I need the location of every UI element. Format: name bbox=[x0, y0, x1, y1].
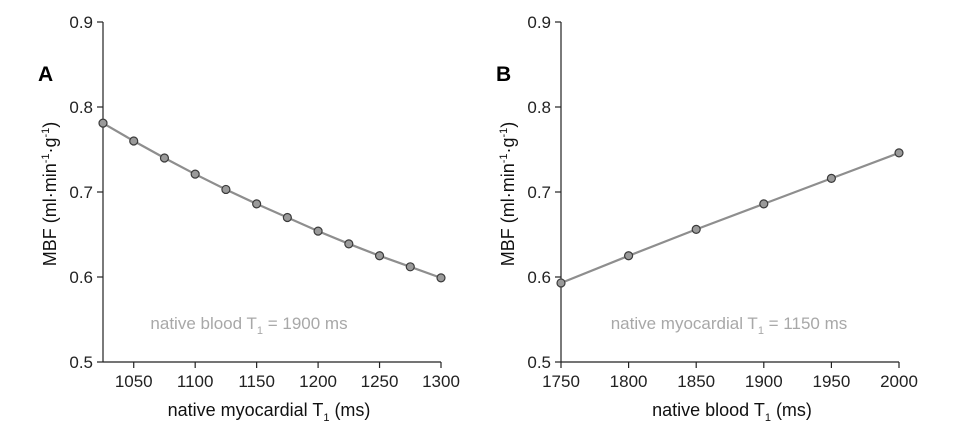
panel-b-y-tick-label: 0.6 bbox=[527, 268, 551, 287]
panel-a-y-axis: 0.5 0.6 0.7 0.8 0.9 bbox=[69, 13, 104, 372]
panel-a-y-tick-label: 0.9 bbox=[69, 13, 93, 32]
panel-b-y-tick-label: 0.7 bbox=[527, 183, 551, 202]
panel-a-data-point bbox=[282, 212, 292, 223]
panel-b-y-axis: 0.5 0.6 0.7 0.8 0.9 bbox=[527, 13, 562, 372]
panel-a-y-tick-label: 0.6 bbox=[69, 268, 93, 287]
panel-a-data-point bbox=[159, 153, 170, 163]
panel-a-chart: A 0.5 0.6 0.7 0.8 0.9 1050 1100 1150 1200 1250 13… bbox=[38, 13, 460, 424]
panel-a-y-axis-title: MBF (ml·min-1·g-1) bbox=[40, 122, 60, 267]
panel-a-data-point bbox=[313, 226, 323, 236]
panel-b-x-tick-label: 1750 bbox=[542, 372, 580, 391]
panel-b-x-tick-label: 1800 bbox=[610, 372, 648, 391]
panel-b-data-point bbox=[826, 173, 837, 183]
panel-b-x-axis: 1750 1800 1850 1900 1950 2000 bbox=[542, 361, 918, 391]
panel-a-x-axis-title: native myocardial T1 (ms) bbox=[168, 400, 371, 424]
panel-b-x-tick-label: 1850 bbox=[677, 372, 715, 391]
panel-b-data-point bbox=[759, 199, 769, 209]
panel-b-plot-area bbox=[556, 148, 904, 288]
panel-a-data-point bbox=[344, 239, 354, 249]
panel-a-y-tick-label: 0.8 bbox=[69, 98, 93, 117]
panel-b-series-line bbox=[560, 151, 900, 285]
panel-a-data-point bbox=[405, 262, 415, 272]
panel-b-letter: B bbox=[496, 63, 511, 86]
panel-b-y-tick-label: 0.9 bbox=[527, 13, 551, 32]
panel-a-data-point bbox=[436, 273, 446, 283]
panel-a-x-tick-label: 1250 bbox=[361, 372, 399, 391]
panel-a-letter: A bbox=[38, 63, 53, 86]
panel-a-y-tick-label: 0.5 bbox=[69, 353, 93, 372]
panel-b-y-axis-title: MBF (ml·min-1·g-1) bbox=[498, 122, 518, 267]
panel-a-x-tick-label: 1150 bbox=[238, 372, 275, 391]
panel-b-data-point bbox=[691, 224, 701, 234]
panel-b-data-point bbox=[556, 278, 566, 288]
panel-b-y-tick-label: 0.8 bbox=[527, 98, 551, 117]
panel-b-x-axis-title: native blood T1 (ms) bbox=[652, 400, 812, 424]
panel-b-annotation: native myocardial T1 = 1150 ms bbox=[611, 314, 848, 337]
panel-a-x-tick-label: 1300 bbox=[422, 372, 460, 391]
panel-a-series-line bbox=[102, 122, 442, 279]
panel-b-y-tick-label: 0.5 bbox=[527, 353, 551, 372]
panel-b-data-point bbox=[623, 251, 634, 261]
panel-a-plot-area bbox=[98, 118, 446, 283]
panel-a-x-tick-label: 1100 bbox=[177, 372, 214, 391]
panel-b-x-tick-label: 1950 bbox=[812, 372, 850, 391]
panel-b-data-point bbox=[894, 148, 904, 158]
panel-a-data-point bbox=[252, 199, 262, 209]
panel-a-data-point bbox=[98, 118, 108, 128]
panel-a-y-tick-label: 0.7 bbox=[69, 183, 93, 202]
panel-a-data-point bbox=[374, 251, 385, 261]
panel-b-x-tick-label: 1900 bbox=[745, 372, 783, 391]
panel-b-x-tick-label: 2000 bbox=[880, 372, 918, 391]
panel-a-data-point bbox=[221, 184, 231, 195]
panel-b-chart: B 0.5 0.6 0.7 0.8 0.9 1750 1800 1850 1900 1950 20… bbox=[496, 13, 918, 424]
panel-a-x-tick-label: 1050 bbox=[115, 372, 153, 391]
panel-a-annotation: native blood T1 = 1900 ms bbox=[150, 314, 347, 337]
panel-a-data-point bbox=[129, 136, 139, 146]
panel-a-x-axis: 1050 1100 1150 1200 1250 1300 bbox=[103, 361, 460, 391]
panel-a-x-tick-label: 1200 bbox=[299, 372, 337, 391]
panel-a-data-point bbox=[190, 169, 200, 179]
